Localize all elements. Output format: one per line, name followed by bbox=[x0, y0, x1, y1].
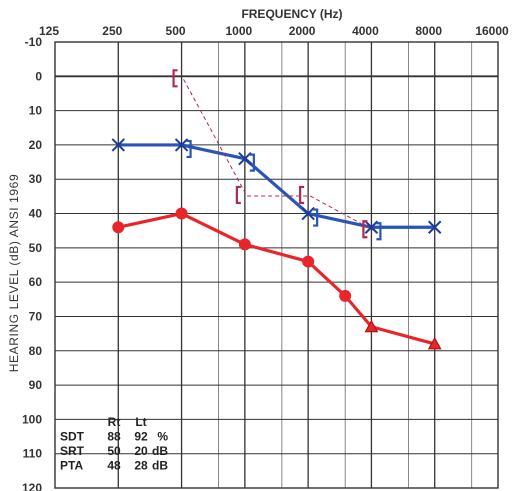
y-tick-label: 100 bbox=[22, 412, 42, 426]
x-marker-stroke bbox=[428, 220, 442, 234]
table-cell: SDT bbox=[60, 430, 85, 444]
circle-marker bbox=[175, 207, 188, 220]
y-tick-label: 70 bbox=[29, 309, 43, 323]
x-tick-label: 2000 bbox=[289, 24, 316, 38]
series-line-0 bbox=[118, 143, 435, 229]
x-tick-label: 1000 bbox=[226, 24, 253, 38]
bracket-left-marker bbox=[235, 185, 241, 205]
triangle-marker bbox=[364, 319, 379, 333]
x-tick-label: 16000 bbox=[475, 24, 509, 38]
bracket-left-marker bbox=[299, 185, 305, 205]
table-cell: Rt bbox=[108, 415, 121, 429]
y-tick-label: 10 bbox=[29, 104, 43, 118]
x-marker-stroke bbox=[301, 206, 315, 221]
circle-marker bbox=[339, 289, 352, 302]
table-cell: % bbox=[157, 430, 168, 444]
x-marker bbox=[174, 138, 189, 152]
series-line-1 bbox=[117, 211, 436, 346]
summary-table: Rt Lt SDT 88 92 % SRT 50 20 dB PTA 48 28 dB bbox=[60, 415, 168, 473]
x-marker-stroke bbox=[238, 151, 252, 166]
x-axis-ticks: 125 250 500 1000 2000 4000 8000 16000 bbox=[39, 24, 509, 38]
table-cell: 88 bbox=[107, 430, 121, 444]
x-tick-label: 125 bbox=[39, 24, 59, 38]
x-axis-title: FREQUENCY (Hz) bbox=[241, 7, 342, 21]
x-marker-stroke bbox=[111, 138, 125, 152]
table-cell: dB bbox=[152, 459, 168, 473]
series-line-dashed-3 bbox=[183, 79, 374, 231]
table-cell: 48 bbox=[107, 459, 121, 473]
circle-marker bbox=[302, 255, 315, 268]
table-cell: 92 bbox=[134, 430, 148, 444]
x-tick-label: 4000 bbox=[352, 24, 379, 38]
table-cell: dB bbox=[152, 444, 168, 458]
x-marker bbox=[428, 220, 442, 234]
y-tick-label: 60 bbox=[29, 275, 43, 289]
y-tick-label: 80 bbox=[29, 344, 43, 358]
table-cell: PTA bbox=[60, 459, 83, 473]
y-tick-label: 90 bbox=[29, 378, 43, 392]
chart-grid bbox=[54, 41, 499, 489]
y-tick-label: -10 bbox=[25, 35, 43, 49]
x-marker-stroke bbox=[364, 220, 379, 234]
x-tick-label: 8000 bbox=[415, 24, 442, 38]
y-tick-label: 40 bbox=[29, 207, 43, 221]
x-marker bbox=[301, 206, 315, 221]
series-group bbox=[111, 69, 442, 350]
table-cell: Lt bbox=[135, 415, 146, 429]
table-cell: 28 bbox=[134, 459, 148, 473]
x-marker bbox=[364, 220, 379, 234]
y-tick-label: 20 bbox=[29, 138, 43, 152]
circle-marker bbox=[238, 238, 251, 251]
x-marker bbox=[111, 138, 125, 152]
x-marker-stroke bbox=[174, 138, 189, 152]
table-cell: 20 bbox=[134, 444, 148, 458]
table-cell: 50 bbox=[107, 444, 121, 458]
x-marker bbox=[238, 151, 252, 166]
x-tick-label: 500 bbox=[166, 24, 186, 38]
y-axis-title: HEARING LEVEL (dB) ANSI 1969 bbox=[7, 174, 21, 372]
bracket-left-marker bbox=[172, 69, 178, 88]
bracket-right-marker bbox=[376, 222, 382, 241]
bracket-right-marker bbox=[249, 153, 255, 172]
y-tick-label: 0 bbox=[35, 69, 42, 83]
y-tick-label: 50 bbox=[29, 241, 43, 255]
table-cell: SRT bbox=[60, 444, 85, 458]
bracket-right-marker bbox=[186, 139, 192, 159]
triangle-marker bbox=[427, 336, 442, 350]
plot-frame bbox=[54, 41, 499, 489]
y-axis-ticks: -10 0 10 20 30 40 50 60 70 80 90 100 110 120 bbox=[22, 35, 42, 491]
y-tick-label: 120 bbox=[22, 481, 42, 491]
y-tick-label: 110 bbox=[23, 447, 43, 461]
bracket-left-marker bbox=[362, 220, 368, 239]
circle-marker bbox=[112, 221, 125, 234]
bracket-right-marker bbox=[313, 208, 319, 227]
y-tick-label: 30 bbox=[29, 172, 43, 186]
x-tick-label: 250 bbox=[102, 24, 122, 38]
